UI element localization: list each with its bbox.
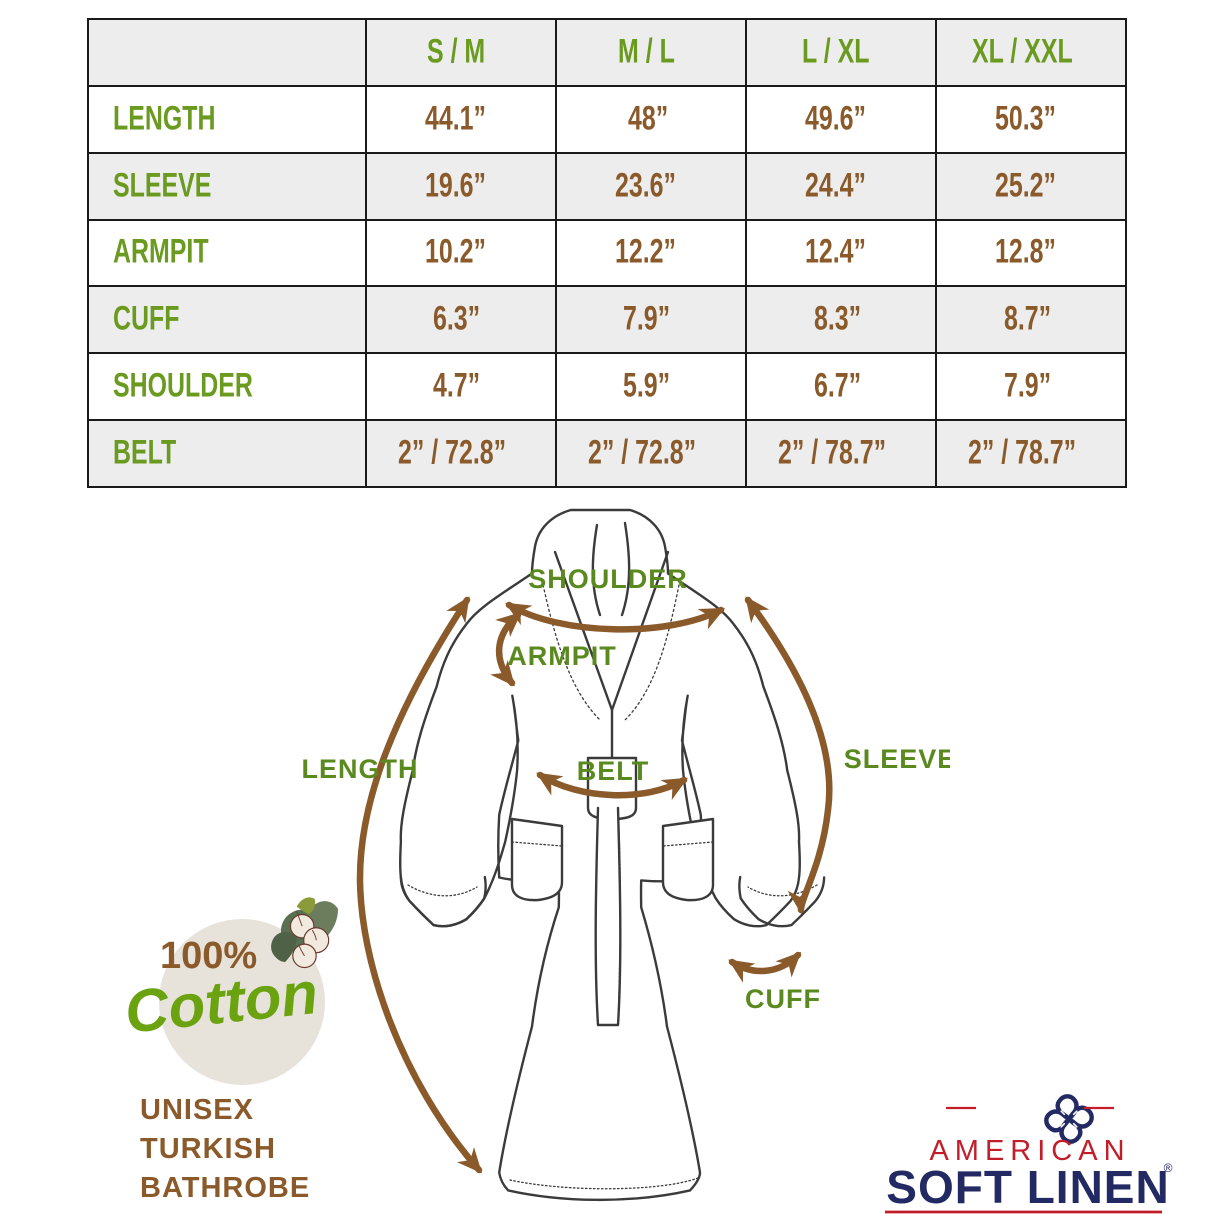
svg-text:SHOULDER: SHOULDER xyxy=(528,564,688,594)
svg-text:®: ® xyxy=(1164,1161,1173,1175)
svg-text:LENGTH: LENGTH xyxy=(302,754,419,784)
svg-text:BELT: BELT xyxy=(577,756,650,786)
svg-text:ARMPIT: ARMPIT xyxy=(507,641,617,671)
svg-text:SLEEVE: SLEEVE xyxy=(844,744,950,774)
svg-text:CUFF: CUFF xyxy=(745,984,821,1014)
svg-text:SOFT LINEN: SOFT LINEN xyxy=(886,1161,1169,1213)
